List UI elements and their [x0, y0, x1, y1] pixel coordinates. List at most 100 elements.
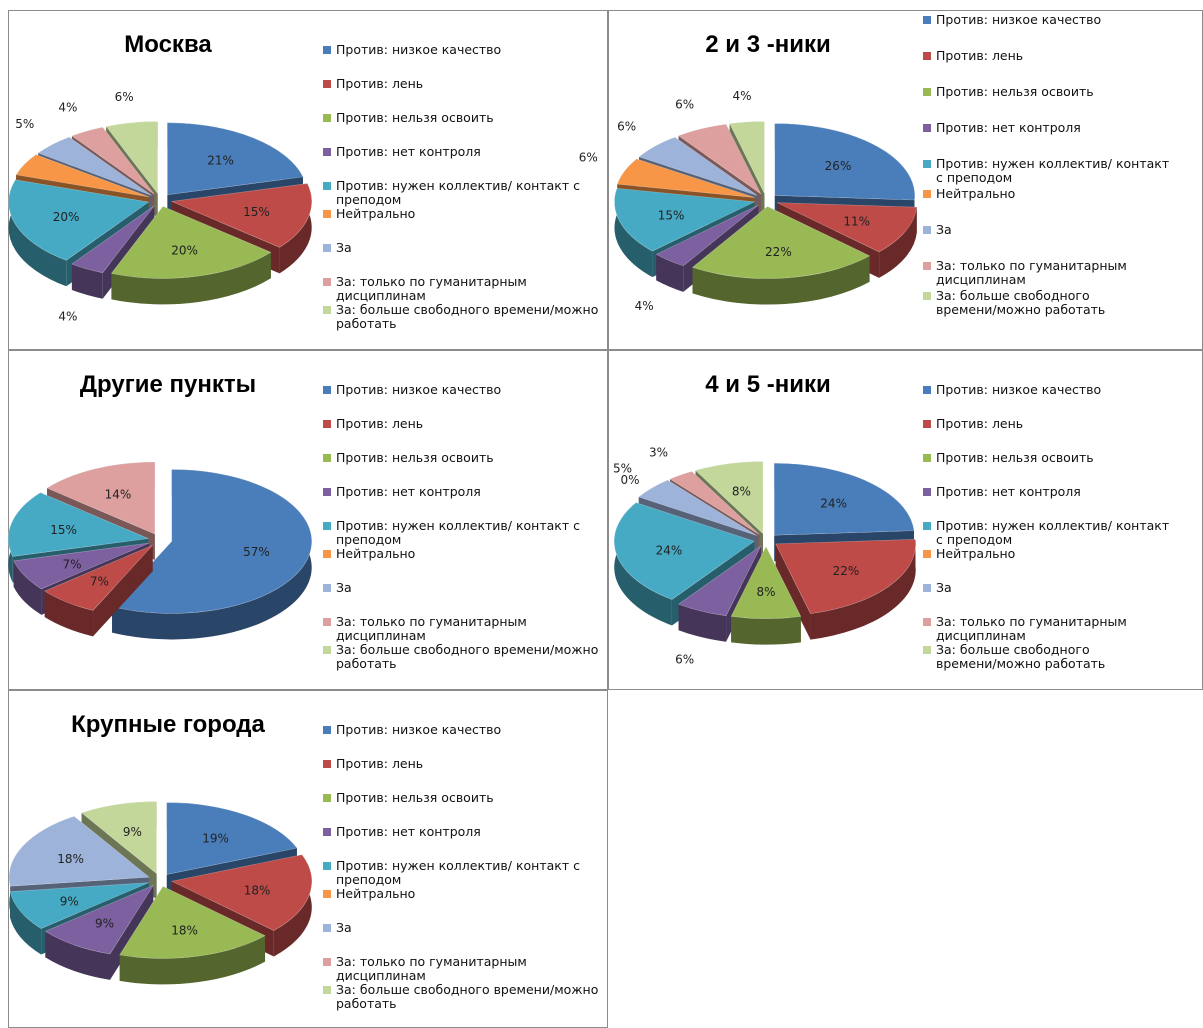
legend-label: За: [336, 240, 352, 255]
legend-item: Против: нужен коллектив/ контакт спрепод…: [323, 518, 580, 547]
pie-slice-rim: [44, 591, 94, 637]
legend-item: Против: низкое качество: [923, 12, 1101, 27]
chart-title: Москва: [124, 31, 212, 58]
legend-swatch: [923, 488, 931, 496]
data-label: 15%: [50, 523, 77, 537]
legend-label: Против: низкое качество: [936, 12, 1101, 27]
data-label: 9%: [60, 894, 79, 908]
legend-item: Против: нельзя освоить: [923, 84, 1094, 99]
legend-swatch: [323, 488, 331, 496]
legend-swatch: [923, 226, 931, 234]
legend-label: За: больше свободного времени/можно: [336, 642, 598, 657]
legend-swatch: [323, 584, 331, 592]
data-label: 3%: [649, 445, 668, 459]
legend-item: Против: лень: [923, 48, 1023, 63]
legend-swatch: [323, 828, 331, 836]
legend-label: Против: низкое качество: [336, 42, 501, 57]
legend-swatch: [923, 646, 931, 654]
pie-slices: [614, 121, 918, 305]
pie-slice: [774, 123, 916, 201]
legend-label: За: только по гуманитарным: [336, 614, 527, 629]
legend-item: За: [923, 222, 952, 237]
data-label: 9%: [123, 825, 142, 839]
legend-label: работать: [336, 656, 397, 671]
legend-item: Против: низкое качество: [323, 42, 501, 57]
legend-swatch: [923, 190, 931, 198]
pie-slice-rim: [810, 539, 916, 640]
data-label: 18%: [171, 924, 198, 938]
data-label: 26%: [825, 159, 852, 173]
data-label: 9%: [95, 916, 114, 930]
legend-label: Против: лень: [936, 416, 1023, 431]
legend: Против: низкое качество Против: лень Проти…: [923, 12, 1169, 317]
legend: Против: низкое качество Против: лень Проти…: [323, 42, 598, 331]
legend-swatch: [923, 386, 931, 394]
data-label: 4%: [58, 310, 77, 324]
legend-label: дисциплинам: [336, 628, 426, 643]
pie-slice: [44, 884, 155, 955]
pie-slice: [677, 545, 762, 617]
legend-swatch: [323, 794, 331, 802]
legend-label: преподом: [336, 872, 401, 887]
data-label: 20%: [171, 244, 198, 258]
pie-slice: [46, 461, 156, 535]
pie-slice: [8, 492, 150, 557]
legend-item: Против: нельзя освоить: [923, 450, 1094, 465]
pie-chart: 4 и 5 -ники 24% 22% 8% 6% 24% 5% 3% 8% 0% Против: …: [613, 371, 1169, 671]
data-label: 22%: [765, 245, 792, 259]
pie-slice: [15, 154, 150, 198]
legend-item: Нейтрально: [323, 546, 415, 561]
legend-label: преподом: [336, 532, 401, 547]
data-label: 21%: [207, 154, 234, 168]
legend: Против: низкое качество Против: лень Проти…: [923, 382, 1169, 671]
chart-title: 4 и 5 -ники: [705, 371, 830, 398]
pie-slice: [638, 479, 758, 536]
pie-slice-rim: [879, 207, 917, 278]
legend-label: Против: нет контроля: [936, 120, 1081, 135]
legend-label: Против: нельзя освоить: [936, 84, 1094, 99]
pie-slice-rim: [656, 254, 684, 292]
legend-swatch: [923, 584, 931, 592]
legend-label: Против: нет контроля: [936, 484, 1081, 499]
pie-slice: [71, 126, 155, 195]
pie-slice: [37, 136, 152, 196]
pie-slice: [167, 122, 304, 196]
pie-chart: Другие пункты 57% 7% 7% 15% 14% Против: низкое…: [8, 371, 598, 671]
legend-swatch: [323, 148, 331, 156]
legend-swatch: [323, 244, 331, 252]
legend-item: За: [323, 580, 352, 595]
data-labels: 24% 22% 8% 6% 24% 5% 3% 8% 0%: [613, 445, 859, 666]
data-label: 18%: [57, 852, 84, 866]
legend-swatch: [923, 124, 931, 132]
data-label: 20%: [53, 210, 80, 224]
data-label: 18%: [244, 884, 271, 898]
legend-item: За: [923, 580, 952, 595]
data-label: 4%: [733, 89, 752, 103]
pie-slices: [8, 801, 313, 985]
pie-slice: [691, 206, 871, 279]
data-label: 14%: [105, 488, 132, 502]
legend-label: За: только по гуманитарным: [936, 258, 1127, 273]
legend-label: Против: нужен коллектив/ контакт с: [336, 178, 580, 193]
legend-label: За: только по гуманитарным: [336, 274, 527, 289]
pie-slice: [616, 158, 755, 198]
data-label: 15%: [243, 205, 270, 219]
legend-label: дисциплинам: [336, 968, 426, 983]
legend-item: Против: нельзя освоить: [323, 450, 494, 465]
data-label: 7%: [90, 574, 109, 588]
pie-slice: [8, 179, 150, 261]
data-label: 15%: [658, 208, 685, 222]
legend-swatch: [923, 522, 931, 530]
data-label: 6%: [675, 98, 694, 112]
legend-swatch: [923, 52, 931, 60]
pie-slice: [81, 801, 157, 875]
pie-slice: [613, 502, 755, 600]
pie-slice-rim: [279, 183, 312, 274]
pie-slice: [110, 206, 272, 279]
data-label: 6%: [579, 151, 598, 165]
legend-item: Нейтрально: [923, 186, 1015, 201]
legend-label: с преподом: [936, 532, 1012, 547]
